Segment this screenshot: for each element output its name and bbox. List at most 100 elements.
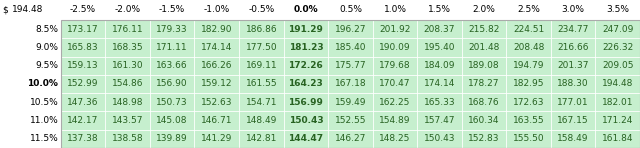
Text: 201.37: 201.37 (557, 61, 589, 70)
Text: 173.17: 173.17 (67, 25, 99, 34)
Text: 194.48: 194.48 (602, 79, 634, 89)
Text: 9.5%: 9.5% (35, 61, 58, 70)
Text: 160.34: 160.34 (468, 116, 500, 125)
Text: 196.27: 196.27 (335, 25, 366, 34)
Text: 156.99: 156.99 (289, 98, 323, 107)
Text: 175.77: 175.77 (335, 61, 366, 70)
Text: 164.23: 164.23 (289, 79, 323, 89)
Text: 148.25: 148.25 (380, 134, 411, 143)
Text: 168.35: 168.35 (112, 43, 143, 52)
Text: 176.11: 176.11 (112, 25, 143, 34)
Text: 185.40: 185.40 (335, 43, 366, 52)
Text: 226.32: 226.32 (602, 43, 634, 52)
Text: 2.5%: 2.5% (517, 5, 540, 15)
Text: 178.27: 178.27 (468, 79, 500, 89)
Bar (61, 93, 640, 111)
Text: 167.15: 167.15 (557, 116, 589, 125)
Text: 172.26: 172.26 (289, 61, 323, 70)
Text: 177.01: 177.01 (557, 98, 589, 107)
Text: 157.47: 157.47 (424, 116, 455, 125)
Text: 190.09: 190.09 (379, 43, 411, 52)
Text: 234.77: 234.77 (557, 25, 589, 34)
Text: 3.0%: 3.0% (562, 5, 585, 15)
Text: -1.5%: -1.5% (159, 5, 186, 15)
Text: 165.33: 165.33 (424, 98, 455, 107)
Text: 152.83: 152.83 (468, 134, 500, 143)
Text: 1.5%: 1.5% (428, 5, 451, 15)
Text: 143.57: 143.57 (112, 116, 143, 125)
Bar (61, 20, 640, 148)
Text: 174.14: 174.14 (201, 43, 232, 52)
Text: 167.18: 167.18 (335, 79, 366, 89)
Text: 154.71: 154.71 (246, 98, 277, 107)
Text: 181.23: 181.23 (289, 43, 323, 52)
Text: 152.63: 152.63 (201, 98, 232, 107)
Text: 208.48: 208.48 (513, 43, 544, 52)
Text: 177.50: 177.50 (246, 43, 277, 52)
Text: 247.09: 247.09 (602, 25, 634, 34)
Text: 182.95: 182.95 (513, 79, 545, 89)
Text: 174.14: 174.14 (424, 79, 455, 89)
Text: 138.58: 138.58 (112, 134, 143, 143)
Text: 166.26: 166.26 (201, 61, 232, 70)
Text: 171.11: 171.11 (156, 43, 188, 52)
Text: 161.84: 161.84 (602, 134, 634, 143)
Text: -1.0%: -1.0% (204, 5, 230, 15)
Text: 156.90: 156.90 (156, 79, 188, 89)
Text: 154.89: 154.89 (380, 116, 411, 125)
Text: 10.5%: 10.5% (29, 98, 58, 107)
Text: 144.47: 144.47 (288, 134, 323, 143)
Text: 8.5%: 8.5% (35, 25, 58, 34)
Text: 172.63: 172.63 (513, 98, 545, 107)
Text: 194.79: 194.79 (513, 61, 545, 70)
Bar (61, 130, 640, 148)
Text: 209.05: 209.05 (602, 61, 634, 70)
Text: 152.99: 152.99 (67, 79, 99, 89)
Text: 150.43: 150.43 (424, 134, 455, 143)
Text: 215.82: 215.82 (468, 25, 500, 34)
Text: $: $ (3, 5, 12, 15)
Text: 142.81: 142.81 (246, 134, 277, 143)
Text: 0.5%: 0.5% (339, 5, 362, 15)
Text: 182.90: 182.90 (201, 25, 232, 34)
Text: 186.86: 186.86 (246, 25, 277, 34)
Bar (61, 20, 640, 38)
Text: 150.73: 150.73 (156, 98, 188, 107)
Text: 165.83: 165.83 (67, 43, 99, 52)
Text: 216.66: 216.66 (557, 43, 589, 52)
Text: 163.66: 163.66 (156, 61, 188, 70)
Text: 179.68: 179.68 (379, 61, 411, 70)
Text: 142.17: 142.17 (67, 116, 99, 125)
Text: 146.27: 146.27 (335, 134, 366, 143)
Text: 145.08: 145.08 (156, 116, 188, 125)
Text: 201.48: 201.48 (468, 43, 500, 52)
Text: 159.13: 159.13 (67, 61, 99, 70)
Text: 159.12: 159.12 (201, 79, 232, 89)
Text: 147.36: 147.36 (67, 98, 99, 107)
Text: 148.49: 148.49 (246, 116, 277, 125)
Text: 191.29: 191.29 (289, 25, 323, 34)
Bar (61, 111, 640, 130)
Text: 148.98: 148.98 (112, 98, 143, 107)
Text: 11.0%: 11.0% (29, 116, 58, 125)
Bar (61, 38, 640, 57)
Text: -2.0%: -2.0% (115, 5, 141, 15)
Text: 168.76: 168.76 (468, 98, 500, 107)
Text: 163.55: 163.55 (513, 116, 545, 125)
Text: 182.01: 182.01 (602, 98, 634, 107)
Text: 208.37: 208.37 (424, 25, 455, 34)
Text: 154.86: 154.86 (112, 79, 143, 89)
Text: 194.48: 194.48 (12, 5, 43, 15)
Text: 141.29: 141.29 (201, 134, 232, 143)
Text: 1.0%: 1.0% (383, 5, 406, 15)
Text: 201.92: 201.92 (380, 25, 411, 34)
Text: 184.09: 184.09 (424, 61, 455, 70)
Text: 161.30: 161.30 (112, 61, 143, 70)
Text: 158.49: 158.49 (557, 134, 589, 143)
Text: 139.89: 139.89 (156, 134, 188, 143)
Text: -0.5%: -0.5% (248, 5, 275, 15)
Text: 10.0%: 10.0% (28, 79, 58, 89)
Text: 195.40: 195.40 (424, 43, 455, 52)
Text: 179.33: 179.33 (156, 25, 188, 34)
Text: 0.0%: 0.0% (294, 5, 318, 15)
